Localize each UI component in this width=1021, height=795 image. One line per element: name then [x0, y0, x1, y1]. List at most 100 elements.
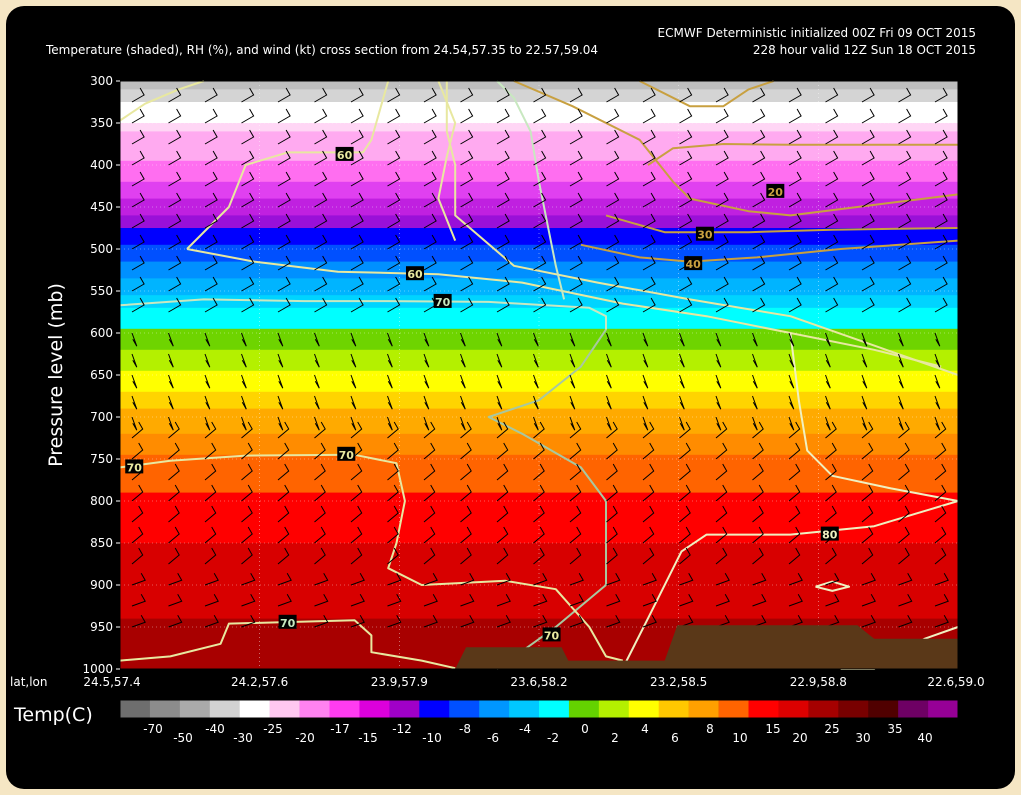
wind-barb-551 — [934, 572, 949, 586]
wind-barb-374 — [350, 421, 363, 439]
wind-barb-429 — [679, 463, 691, 481]
wind-barb-425 — [533, 463, 545, 481]
wind-barb-113 — [898, 171, 912, 187]
wind-barb-472 — [569, 505, 582, 523]
wind-barb-281 — [314, 353, 320, 368]
wind-barb-351 — [350, 416, 357, 431]
wind-barb-396 — [314, 442, 326, 460]
wind-barb-280 — [277, 353, 284, 368]
wind-barb-147 — [460, 213, 474, 229]
wind-barb-384 — [715, 421, 728, 439]
wind-barb-432 — [788, 463, 801, 481]
rh-label-0: 60 — [337, 149, 353, 162]
wind-barb-107 — [679, 171, 693, 187]
wind-barb-6 — [350, 87, 364, 103]
wind-barb-226 — [825, 276, 839, 292]
rh-label-10: 80 — [822, 529, 838, 542]
wind-barb-106 — [642, 171, 656, 187]
wind-barb-366 — [898, 416, 904, 431]
wind-barb-285 — [460, 353, 466, 368]
wind-barb-290 — [642, 353, 649, 368]
wind-barb-539 — [496, 572, 511, 586]
wind-barb-574 — [934, 593, 949, 607]
temp-layer-1 — [120, 89, 958, 103]
wind-barb-523 — [752, 547, 764, 565]
wind-barb-122 — [387, 192, 401, 208]
wind-barb-169 — [423, 234, 437, 250]
y-tick-label-9: 750 — [90, 452, 113, 466]
wind-barb-501 — [788, 526, 801, 544]
wind-barb-343 — [898, 395, 904, 410]
colorbar-label-low-10: 15 — [765, 722, 780, 736]
wind-barb-566 — [642, 593, 657, 607]
wind-barb-540 — [533, 572, 548, 586]
wind-barb-464 — [277, 505, 290, 523]
wind-barb-418 — [277, 463, 290, 481]
temp-layer-3 — [120, 123, 958, 132]
wind-barb-490 — [387, 526, 399, 544]
y-tick-label-8: 700 — [90, 410, 113, 424]
wind-barb-443 — [350, 484, 363, 502]
wind-barb-60 — [642, 129, 656, 145]
temp-layer-4 — [120, 131, 958, 162]
colorbar-label-high-3: -15 — [358, 731, 378, 745]
wind-barb-378 — [496, 421, 509, 439]
wind-barb-412 — [898, 442, 910, 460]
wind-barb-9 — [460, 87, 474, 103]
wind-barb-289 — [606, 353, 612, 368]
wind-barb-417 — [241, 463, 253, 481]
rh-contour-15 — [621, 500, 959, 669]
rh-contour-2 — [437, 80, 457, 241]
wind-barb-78 — [460, 150, 474, 166]
wind-barb-451 — [642, 484, 655, 502]
wind-barb-455 — [788, 484, 801, 502]
wind-barb-24 — [168, 108, 182, 124]
wind-barb-70 — [168, 150, 182, 166]
wind-barb-483 — [131, 526, 144, 544]
wind-barb-109 — [752, 171, 766, 187]
wind-barb-173 — [569, 234, 583, 250]
wind-barb-181 — [861, 234, 875, 250]
wind-barb-392 — [168, 442, 180, 460]
rh-contour-3 — [186, 248, 942, 368]
wind-barb-49 — [241, 129, 255, 145]
wind-barb-92 — [131, 171, 145, 187]
wind-barb-535 — [350, 572, 365, 586]
wind-barb-224 — [752, 276, 766, 292]
wind-barb-198 — [642, 255, 656, 271]
wind-barb-31 — [423, 108, 437, 124]
wind-barb-150 — [569, 213, 583, 229]
wind-barb-454 — [752, 484, 764, 502]
wind-barb-1 — [168, 87, 182, 103]
colorbar-label-low-7: 0 — [581, 722, 589, 736]
colorbar-swatch-19 — [688, 700, 719, 718]
wind-barb-126 — [533, 192, 547, 208]
colorbar-swatch-8 — [359, 700, 390, 718]
wind-barb-510 — [277, 547, 290, 565]
colorbar-label-high-12: 40 — [917, 731, 932, 745]
wind-barb-0 — [131, 87, 145, 103]
wind-barb-379 — [533, 421, 545, 439]
wind-barb-368 — [131, 421, 144, 439]
wind-barb-377 — [460, 421, 472, 439]
colorbar-label-high-6: -2 — [547, 731, 559, 745]
wind-barb-108 — [715, 171, 729, 187]
wind-barb-227 — [861, 276, 875, 292]
wind-barb-171 — [496, 234, 510, 250]
wind-barb-16 — [715, 87, 729, 103]
colorbar-label-high-5: -6 — [487, 731, 499, 745]
wind-barb-91 — [934, 150, 948, 166]
wind-barb-213 — [350, 276, 364, 292]
wind-barb-89 — [861, 150, 875, 166]
wind-barb-154 — [715, 213, 729, 229]
wind-barb-457 — [861, 484, 874, 502]
wind-barb-576 — [168, 614, 183, 628]
wind-barb-68 — [934, 129, 948, 145]
wind-barb-179 — [788, 234, 802, 250]
colorbar-swatch-14 — [539, 700, 570, 718]
rh-contour-7 — [487, 329, 607, 670]
wind-barb-163 — [204, 234, 218, 250]
temperature-shading — [120, 81, 958, 670]
wind-barb-128 — [606, 192, 620, 208]
wind-barb-467 — [387, 505, 399, 523]
